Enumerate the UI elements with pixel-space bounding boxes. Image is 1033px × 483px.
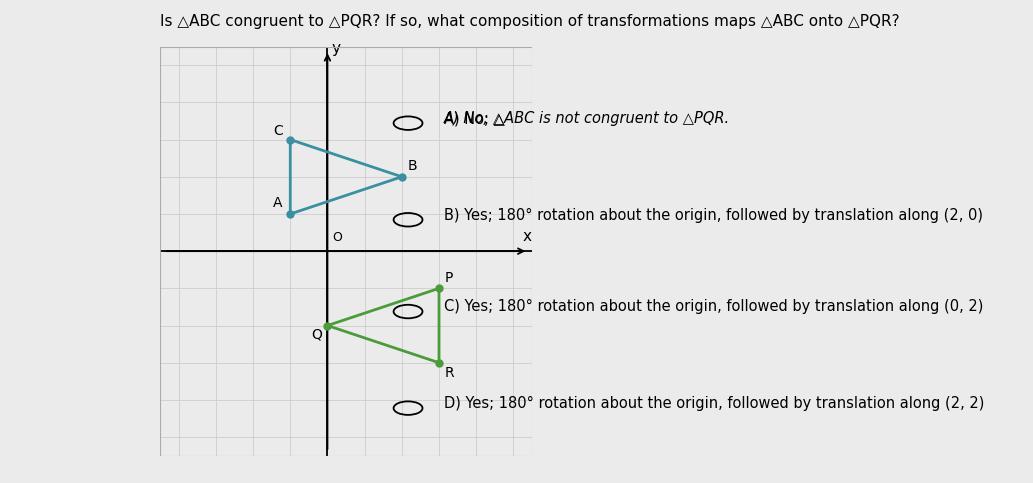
Text: y: y	[332, 41, 341, 56]
Text: A) No; △ABC is not congruent to △PQR.: A) No; △ABC is not congruent to △PQR.	[444, 111, 730, 126]
Text: O: O	[332, 231, 342, 244]
Text: Q: Q	[311, 327, 322, 341]
Text: C) Yes; 180° rotation about the origin, followed by translation along (0, 2): C) Yes; 180° rotation about the origin, …	[444, 299, 983, 314]
Text: B: B	[407, 159, 417, 173]
Text: x: x	[523, 229, 532, 244]
Text: D) Yes; 180° rotation about the origin, followed by translation along (2, 2): D) Yes; 180° rotation about the origin, …	[444, 396, 984, 411]
Text: A: A	[274, 196, 283, 210]
Text: Is △​ABC congruent to △​PQR? If so, what composition of transformations maps △​A: Is △​ABC congruent to △​PQR? If so, what…	[160, 14, 900, 29]
Text: P: P	[444, 270, 453, 284]
Text: B) Yes; 180° rotation about the origin, followed by translation along (2, 0): B) Yes; 180° rotation about the origin, …	[444, 208, 983, 223]
Text: A) No; △: A) No; △	[444, 111, 505, 126]
Text: C: C	[273, 124, 283, 138]
Text: R: R	[444, 367, 455, 381]
